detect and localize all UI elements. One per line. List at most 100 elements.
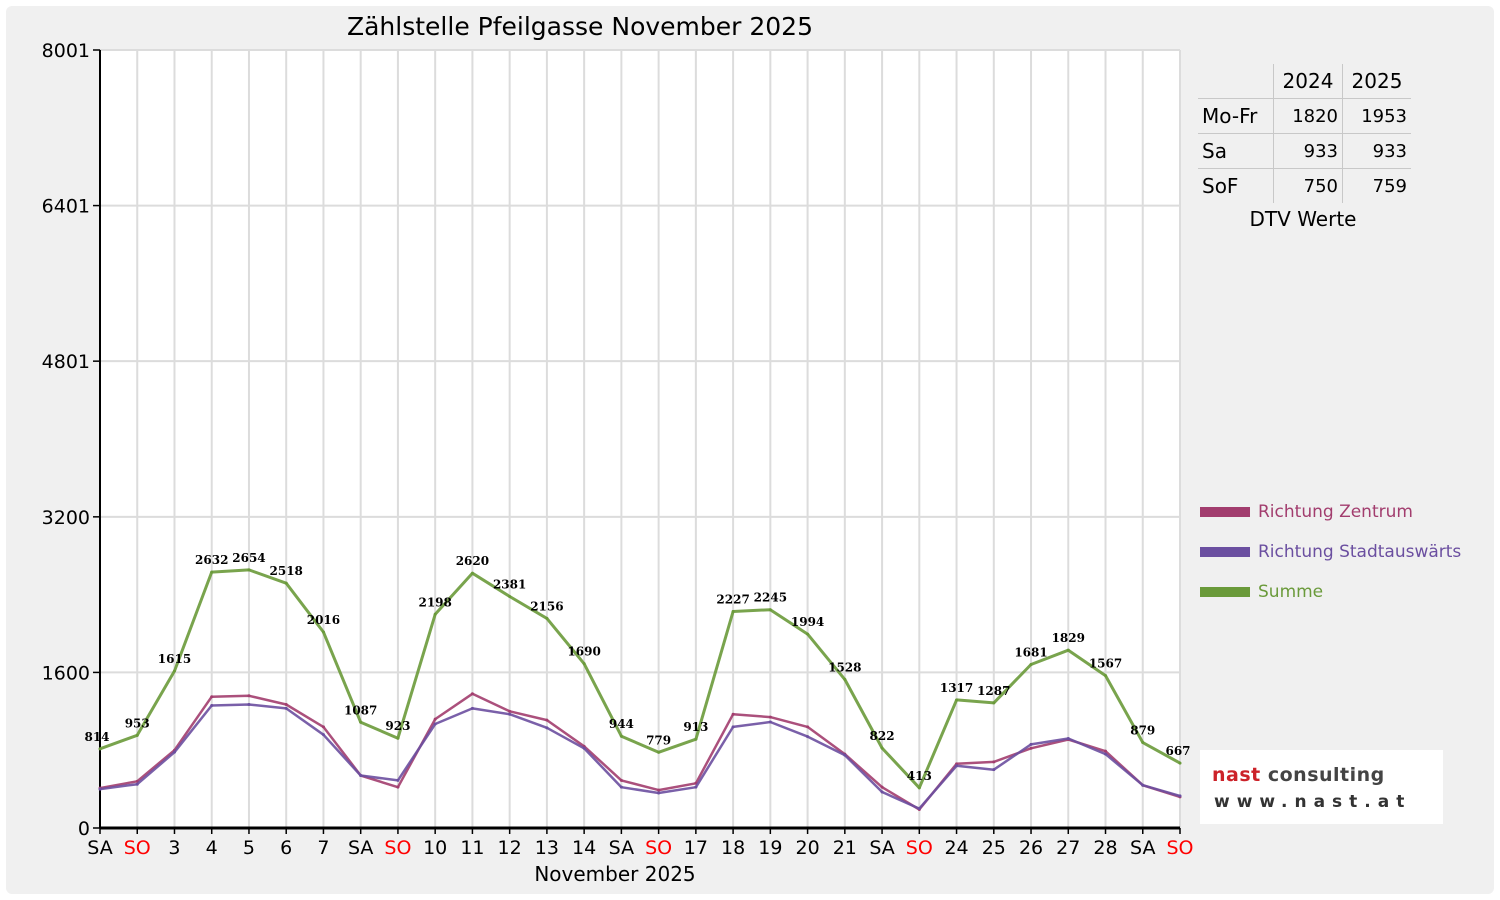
dtv-row-label: Sa <box>1198 133 1274 169</box>
data-label: 1615 <box>158 652 191 666</box>
x-tick-label: SO <box>124 837 151 859</box>
series-point-2 <box>880 790 884 794</box>
series-point-2 <box>545 726 549 730</box>
series-point-3 <box>470 571 474 575</box>
x-tick-label: 25 <box>982 837 1006 859</box>
y-axis-label <box>6 420 36 450</box>
series-point-2 <box>917 807 921 811</box>
data-label: 923 <box>385 719 410 733</box>
dtv-header-row: 2024 2025 <box>1198 64 1411 99</box>
data-label: 913 <box>683 720 708 734</box>
legend-label: Richtung Stadtauswärts <box>1258 542 1462 562</box>
x-tick-label: 14 <box>572 837 596 859</box>
dtv-value: 933 <box>1273 133 1343 169</box>
data-label: 779 <box>646 733 671 747</box>
data-label: 1681 <box>1014 646 1047 660</box>
legend-swatch <box>1200 587 1250 597</box>
legend-swatch <box>1200 547 1250 557</box>
dtv-row: Mo-Fr 1820 1953 <box>1198 98 1411 134</box>
data-label: 2632 <box>195 553 228 567</box>
dtv-row-label: SoF <box>1202 174 1239 198</box>
series-point-1 <box>1029 746 1033 750</box>
series-point-1 <box>470 692 474 696</box>
legend-item-summe: Summe <box>1200 572 1461 612</box>
data-label: 2227 <box>716 592 749 606</box>
dtv-row: SoF 750 759 <box>1198 168 1411 203</box>
series-point-2 <box>210 703 214 707</box>
x-tick-label: 4 <box>206 837 218 859</box>
legend-swatch <box>1200 507 1250 517</box>
series-point-3 <box>1141 741 1145 745</box>
data-label: 953 <box>125 716 150 730</box>
series-point-3 <box>694 737 698 741</box>
series-point-1 <box>731 712 735 716</box>
data-label: 1567 <box>1089 657 1122 671</box>
y-tick-label: 6401 <box>42 196 90 218</box>
data-label: 814 <box>84 730 109 744</box>
x-tick-label: 7 <box>317 837 329 859</box>
legend-item-zentrum: Richtung Zentrum <box>1200 492 1461 532</box>
series-point-3 <box>321 630 325 634</box>
y-tick-label: 0 <box>78 818 90 840</box>
x-tick-label: SO <box>906 837 933 859</box>
dtv-row-label: Mo-Fr <box>1198 98 1274 134</box>
x-tick-label: 27 <box>1056 837 1080 859</box>
series-point-1 <box>247 694 251 698</box>
data-label: 822 <box>870 729 895 743</box>
data-label: 1528 <box>828 660 861 674</box>
series-point-2 <box>955 764 959 768</box>
x-tick-label: SA <box>1130 837 1155 859</box>
series-point-2 <box>433 722 437 726</box>
series-point-2 <box>321 733 325 737</box>
series-point-1 <box>433 717 437 721</box>
data-label: 1690 <box>567 645 600 659</box>
series-point-2 <box>694 785 698 789</box>
series-point-3 <box>1029 663 1033 667</box>
y-tick-label: 3200 <box>42 507 90 529</box>
y-tick-label: 8001 <box>42 40 90 62</box>
series-point-2 <box>1066 737 1070 741</box>
x-tick-label: SO <box>1166 837 1193 859</box>
series-point-1 <box>619 778 623 782</box>
dtv-value: 750 <box>1273 168 1343 203</box>
series-point-3 <box>433 612 437 616</box>
series-point-2 <box>806 735 810 739</box>
x-tick-label: 5 <box>243 837 255 859</box>
dtv-header-2024: 2024 <box>1273 64 1343 99</box>
series-point-2 <box>992 768 996 772</box>
x-tick-label: SO <box>645 837 672 859</box>
chart-title: Zählstelle Pfeilgasse November 2025 <box>346 12 813 41</box>
x-tick-label: 11 <box>460 837 484 859</box>
series-point-2 <box>1141 783 1145 787</box>
series-point-3 <box>172 669 176 673</box>
data-label: 2381 <box>493 577 526 591</box>
series-point-2 <box>247 703 251 707</box>
series-point-2 <box>1029 742 1033 746</box>
dtv-value: 933 <box>1342 133 1411 169</box>
series-point-3 <box>247 568 251 572</box>
data-label: 667 <box>1165 744 1190 758</box>
dtv-header-2025: 2025 <box>1342 64 1411 99</box>
series-point-2 <box>508 712 512 716</box>
x-tick-label: 17 <box>684 837 708 859</box>
series-point-1 <box>806 725 810 729</box>
data-label: 1829 <box>1052 631 1085 645</box>
dtv-row: Sa 933 933 <box>1198 133 1411 169</box>
series-point-1 <box>545 718 549 722</box>
series-point-3 <box>1104 674 1108 678</box>
legend: Richtung Zentrum Richtung Stadtauswärts … <box>1200 492 1461 612</box>
x-tick-label: 18 <box>721 837 745 859</box>
data-label: 1287 <box>977 684 1010 698</box>
series-point-3 <box>731 609 735 613</box>
series-point-3 <box>359 720 363 724</box>
series-point-3 <box>582 662 586 666</box>
series-line-2 <box>99 703 1181 810</box>
legend-item-stadtauswaerts: Richtung Stadtauswärts <box>1200 532 1461 572</box>
series-point-1 <box>396 785 400 789</box>
series-point-1 <box>657 788 661 792</box>
data-label: 2518 <box>270 564 303 578</box>
series-point-2 <box>731 725 735 729</box>
series-point-2 <box>619 785 623 789</box>
data-label: 879 <box>1130 724 1155 738</box>
